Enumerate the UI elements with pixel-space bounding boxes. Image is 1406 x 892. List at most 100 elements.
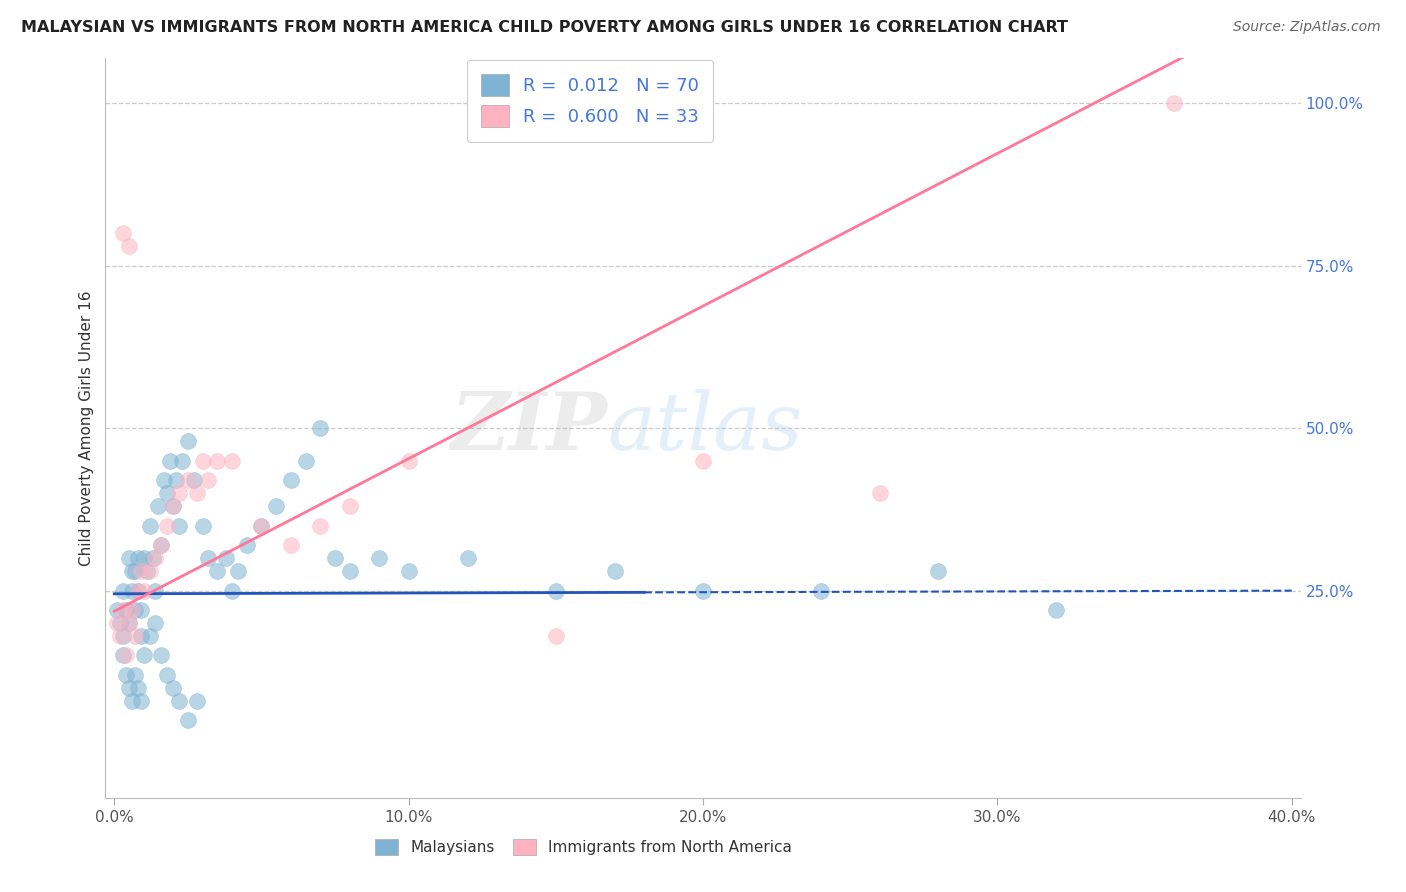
Point (544, 583, 567, 598)
Point (145, 551, 167, 566)
Text: Source: ZipAtlas.com: Source: ZipAtlas.com (1233, 20, 1381, 34)
Point (129, 564, 152, 578)
Point (112, 583, 135, 598)
Point (207, 564, 229, 578)
Point (124, 564, 146, 578)
Point (145, 615, 167, 630)
Point (309, 421, 332, 435)
Point (197, 473, 219, 487)
Point (129, 629, 152, 643)
Point (215, 551, 238, 566)
Point (156, 486, 179, 500)
Point (115, 668, 138, 682)
Point (250, 518, 273, 533)
Point (250, 518, 273, 533)
Point (129, 694, 152, 708)
Point (165, 473, 187, 487)
Point (132, 648, 155, 663)
Point (183, 473, 205, 487)
Point (108, 615, 131, 630)
Point (167, 486, 190, 500)
Point (191, 453, 214, 467)
Point (132, 551, 155, 566)
Point (156, 518, 179, 533)
Point (927, 564, 949, 578)
Point (112, 629, 135, 643)
Point (105, 603, 128, 617)
Point (226, 564, 249, 578)
Point (127, 583, 149, 598)
Point (138, 518, 160, 533)
Point (810, 583, 832, 598)
Point (118, 615, 141, 630)
Point (339, 499, 361, 513)
Point (121, 694, 143, 708)
Point (398, 453, 420, 467)
Point (323, 551, 346, 566)
Point (115, 603, 138, 617)
Point (170, 453, 193, 467)
Point (129, 603, 152, 617)
Point (167, 694, 190, 708)
Point (221, 583, 243, 598)
Point (150, 648, 173, 663)
Point (167, 518, 190, 533)
Point (280, 538, 302, 552)
Point (177, 714, 200, 728)
Point (121, 583, 143, 598)
Point (457, 551, 479, 566)
Point (162, 499, 184, 513)
Point (197, 551, 219, 566)
Point (118, 681, 141, 695)
Point (127, 583, 149, 598)
Point (294, 453, 316, 467)
Point (145, 583, 167, 598)
Point (162, 681, 184, 695)
Point (118, 551, 141, 566)
Text: atlas: atlas (607, 390, 803, 467)
Point (118, 239, 141, 253)
Point (138, 629, 160, 643)
Y-axis label: Child Poverty Among Girls Under 16: Child Poverty Among Girls Under 16 (79, 291, 94, 566)
Point (112, 227, 135, 241)
Text: MALAYSIAN VS IMMIGRANTS FROM NORTH AMERICA CHILD POVERTY AMONG GIRLS UNDER 16 CO: MALAYSIAN VS IMMIGRANTS FROM NORTH AMERI… (21, 20, 1069, 35)
Point (132, 583, 155, 598)
Point (138, 564, 160, 578)
Point (141, 551, 163, 566)
Point (148, 499, 170, 513)
Point (121, 564, 143, 578)
Point (1045, 603, 1067, 617)
Point (105, 615, 128, 630)
Text: ZIP: ZIP (450, 390, 607, 467)
Point (264, 499, 287, 513)
Point (869, 486, 891, 500)
Point (398, 564, 420, 578)
Point (177, 473, 200, 487)
Point (124, 668, 146, 682)
Point (124, 603, 146, 617)
Point (186, 694, 208, 708)
Point (150, 538, 173, 552)
Point (191, 518, 214, 533)
Point (339, 564, 361, 578)
Legend: Malaysians, Immigrants from North America: Malaysians, Immigrants from North Americ… (368, 833, 799, 861)
Point (135, 564, 157, 578)
Point (112, 648, 135, 663)
Point (692, 583, 714, 598)
Point (221, 453, 243, 467)
Point (159, 453, 181, 467)
Point (124, 629, 146, 643)
Point (280, 473, 302, 487)
Point (127, 551, 149, 566)
Point (150, 538, 173, 552)
Point (235, 538, 257, 552)
Point (603, 564, 626, 578)
Point (112, 603, 135, 617)
Point (162, 499, 184, 513)
Point (309, 518, 332, 533)
Point (207, 453, 229, 467)
Point (115, 648, 138, 663)
Point (121, 603, 143, 617)
Point (368, 551, 391, 566)
Point (156, 668, 179, 682)
